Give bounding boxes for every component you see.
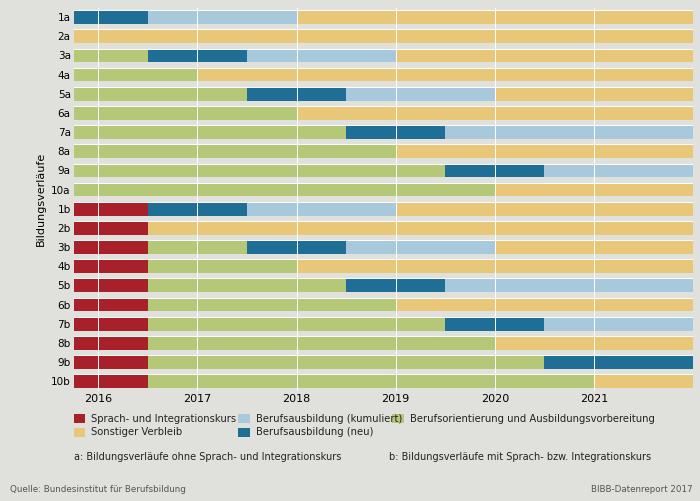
Bar [297, 10, 693, 24]
Bar [74, 355, 148, 369]
Bar [445, 317, 545, 331]
Bar [197, 68, 693, 82]
Text: Sonstiger Verbleib: Sonstiger Verbleib [91, 427, 182, 437]
Bar [247, 49, 396, 62]
Bar [346, 279, 445, 292]
Bar [545, 317, 693, 331]
Bar [148, 317, 445, 331]
Text: Sprach- und Integrationskurs: Sprach- und Integrationskurs [91, 414, 236, 424]
Bar [74, 240, 148, 254]
Bar [495, 240, 693, 254]
Bar [74, 336, 148, 350]
Bar [247, 87, 346, 101]
Bar [148, 240, 247, 254]
Bar [346, 125, 445, 139]
Bar [594, 374, 693, 388]
Bar [74, 144, 396, 158]
Bar [495, 183, 693, 196]
Bar [495, 87, 693, 101]
Bar [74, 298, 148, 312]
Bar [545, 355, 693, 369]
Bar [74, 374, 148, 388]
Bar [74, 125, 346, 139]
Bar [74, 10, 148, 24]
Bar [247, 240, 346, 254]
Bar [74, 163, 445, 177]
Bar [148, 49, 247, 62]
Bar [148, 298, 396, 312]
Bar [445, 279, 693, 292]
Bar [74, 260, 148, 273]
Bar [148, 355, 545, 369]
Bar [395, 49, 693, 62]
Bar [247, 202, 396, 215]
Bar [74, 183, 495, 196]
Bar [148, 260, 297, 273]
Bar [395, 144, 693, 158]
Bar [74, 87, 247, 101]
Bar [148, 279, 346, 292]
Text: BIBB-Datenreport 2017: BIBB-Datenreport 2017 [592, 485, 693, 494]
Bar [148, 202, 247, 215]
Bar [395, 202, 693, 215]
Text: Berufsausbildung (neu): Berufsausbildung (neu) [256, 427, 373, 437]
Text: Berufsausbildung (kumuliert): Berufsausbildung (kumuliert) [256, 414, 402, 424]
Bar [74, 202, 148, 215]
Bar [148, 336, 495, 350]
Bar [148, 10, 297, 24]
Text: Berufsorientierung und Ausbildungsvorbereitung: Berufsorientierung und Ausbildungsvorber… [410, 414, 654, 424]
Y-axis label: Bildungsverläufe: Bildungsverläufe [36, 152, 46, 246]
Bar [74, 279, 148, 292]
Bar [395, 298, 693, 312]
Bar [346, 240, 495, 254]
Bar [74, 68, 197, 82]
Bar [346, 87, 495, 101]
Bar [74, 30, 693, 43]
Bar [297, 106, 693, 120]
Bar [545, 163, 693, 177]
Bar [297, 260, 693, 273]
Bar [495, 336, 693, 350]
Bar [74, 106, 297, 120]
Text: a: Bildungsverläufe ohne Sprach- und Integrationskurs: a: Bildungsverläufe ohne Sprach- und Int… [74, 452, 341, 462]
Bar [445, 163, 545, 177]
Bar [74, 317, 148, 331]
Text: b: Bildungsverläufe mit Sprach- bzw. Integrationskurs: b: Bildungsverläufe mit Sprach- bzw. Int… [389, 452, 650, 462]
Bar [74, 49, 148, 62]
Bar [74, 221, 148, 235]
Text: Quelle: Bundesinstitut für Berufsbildung: Quelle: Bundesinstitut für Berufsbildung [10, 485, 186, 494]
Bar [148, 221, 693, 235]
Bar [148, 374, 594, 388]
Bar [445, 125, 693, 139]
